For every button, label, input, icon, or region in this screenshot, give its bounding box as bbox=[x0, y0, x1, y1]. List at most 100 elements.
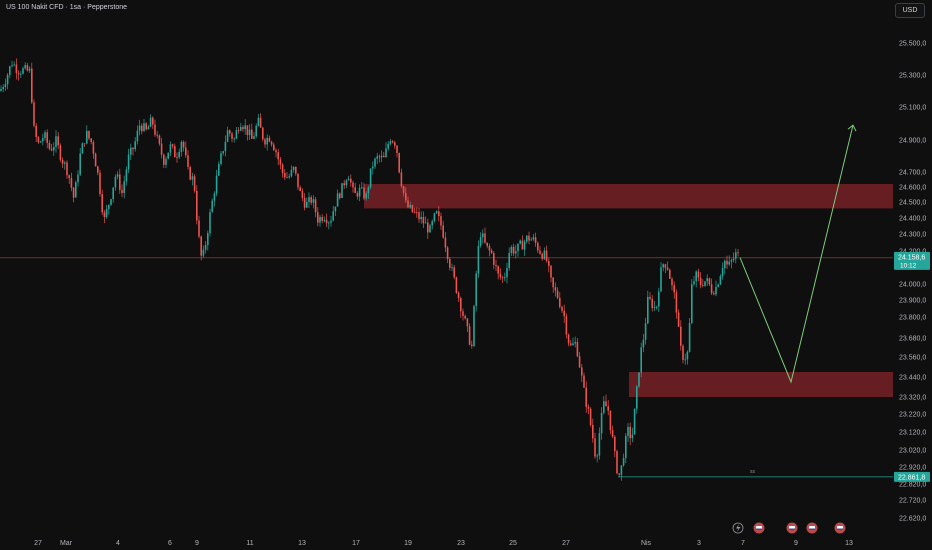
candle-body bbox=[563, 310, 565, 317]
candle-body bbox=[136, 130, 139, 142]
candle-body bbox=[574, 341, 576, 344]
time-axis[interactable]: 27 Mar 4 6 9 11 13 17 19 23 25 27 Nis 3 7 9 13 bbox=[34, 540, 853, 547]
candle-body bbox=[81, 143, 84, 154]
candle-body bbox=[182, 141, 185, 148]
candle-body bbox=[457, 292, 460, 299]
candle-body bbox=[17, 73, 20, 75]
support-line-marker: ss bbox=[750, 469, 756, 475]
flag-event-stripe bbox=[756, 526, 762, 529]
candle-body bbox=[422, 216, 425, 224]
candle-body bbox=[220, 153, 222, 165]
projection-layer bbox=[739, 124, 857, 384]
candle-body bbox=[530, 239, 532, 241]
candle-body bbox=[61, 159, 64, 164]
candle-body bbox=[603, 401, 605, 413]
candle-body bbox=[339, 193, 341, 198]
candle-body bbox=[638, 372, 640, 387]
time-tick-label: 6 bbox=[168, 540, 172, 547]
candle-body bbox=[323, 219, 326, 221]
candle-body bbox=[499, 273, 502, 278]
candle-body bbox=[671, 278, 673, 286]
candle-body bbox=[215, 175, 218, 194]
price-tick-label: 24.000,0 bbox=[899, 282, 926, 289]
price-tick-label: 24.600,0 bbox=[899, 185, 926, 192]
candle-body bbox=[697, 271, 700, 278]
currency-button[interactable]: USD bbox=[895, 3, 925, 18]
candle-body bbox=[180, 141, 183, 152]
candle-body bbox=[286, 177, 288, 179]
time-tick-label: 4 bbox=[116, 540, 120, 547]
candle-body bbox=[213, 193, 216, 201]
candle-body bbox=[233, 138, 235, 140]
candle-body bbox=[598, 433, 601, 456]
candle-body bbox=[462, 311, 464, 316]
candle-body bbox=[660, 267, 662, 292]
candle-body bbox=[614, 436, 616, 452]
candle-body bbox=[616, 451, 618, 474]
candle-body bbox=[277, 152, 279, 160]
candle-body bbox=[369, 168, 372, 188]
candle-body bbox=[204, 244, 207, 250]
candle-body bbox=[145, 123, 147, 130]
candle-body bbox=[167, 152, 169, 159]
candle-body bbox=[116, 174, 119, 177]
candle-body bbox=[438, 211, 440, 217]
candle-body bbox=[301, 191, 304, 198]
candle-body bbox=[26, 65, 29, 71]
candle-body bbox=[728, 261, 730, 265]
price-tick-label: 25.500,0 bbox=[899, 41, 926, 48]
candle-body bbox=[594, 438, 596, 457]
candle-body bbox=[429, 225, 431, 233]
candle-body bbox=[262, 127, 264, 140]
candle-body bbox=[97, 166, 99, 173]
candle-body bbox=[101, 194, 103, 213]
candle-body bbox=[156, 134, 158, 136]
candle-body bbox=[669, 269, 671, 279]
candle-body bbox=[284, 172, 286, 178]
candle-body bbox=[548, 260, 550, 266]
price-axis[interactable]: 25.500,0 25.300,0 25.100,0 24.900,0 24.700,0… bbox=[894, 41, 930, 523]
candle-body bbox=[55, 136, 57, 148]
candle-body bbox=[59, 145, 62, 160]
candle-body bbox=[6, 74, 9, 85]
candle-body bbox=[636, 386, 638, 409]
candle-body bbox=[435, 211, 438, 214]
price-tick-label: 24.400,0 bbox=[899, 216, 926, 223]
candle-body bbox=[625, 435, 627, 459]
candle-body bbox=[119, 174, 121, 190]
candle-body bbox=[380, 155, 383, 158]
support-price-label: 22.861,8 bbox=[898, 474, 925, 481]
candle-body bbox=[171, 144, 174, 147]
candle-body bbox=[427, 222, 429, 233]
candle-body bbox=[477, 245, 480, 274]
candle-body bbox=[405, 192, 407, 201]
candle-body bbox=[50, 148, 53, 151]
candle-body bbox=[39, 141, 42, 143]
candle-body bbox=[444, 237, 447, 248]
candle-body bbox=[328, 222, 330, 224]
candle-body bbox=[310, 197, 312, 203]
candle-body bbox=[640, 347, 642, 373]
candle-body bbox=[211, 200, 213, 213]
price-tick-label: 24.300,0 bbox=[899, 232, 926, 239]
candle-body bbox=[596, 455, 598, 457]
time-tick-label: 11 bbox=[246, 540, 253, 547]
candle-body bbox=[658, 291, 660, 307]
candles-layer bbox=[0, 58, 739, 481]
candle-body bbox=[717, 284, 719, 287]
candle-body bbox=[389, 141, 392, 144]
candle-body bbox=[218, 164, 220, 176]
candle-body bbox=[699, 277, 702, 286]
candle-body bbox=[539, 250, 541, 254]
candle-body bbox=[609, 410, 612, 431]
candle-body bbox=[66, 162, 68, 176]
candle-body bbox=[735, 252, 737, 259]
candle-body bbox=[268, 137, 271, 142]
flag-event-stripe bbox=[837, 528, 843, 530]
candle-body bbox=[358, 187, 361, 197]
price-tick-label: 24.900,0 bbox=[899, 138, 926, 145]
candle-body bbox=[675, 292, 678, 313]
candle-body bbox=[176, 157, 178, 158]
candle-body bbox=[726, 260, 728, 265]
